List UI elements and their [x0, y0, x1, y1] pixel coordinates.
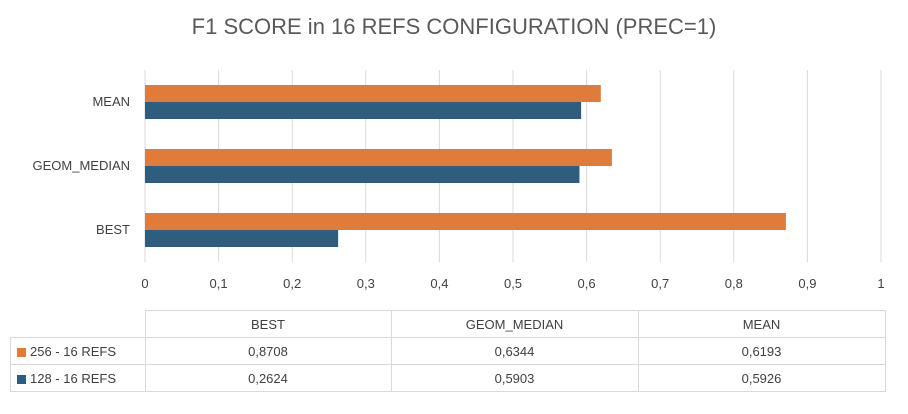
category-label: GEOM_MEDIAN [32, 158, 130, 173]
data-table-cell: 0,5926 [637, 364, 886, 392]
x-tick-label: 0,8 [724, 276, 743, 291]
x-tick-label: 0 [141, 276, 149, 291]
x-tick-label: 1 [877, 276, 885, 291]
data-table-header-row: BEST GEOM_MEDIAN MEAN [10, 310, 886, 338]
category-label: MEAN [92, 94, 130, 109]
data-table-cell: 0,8708 [144, 337, 392, 365]
x-tick-label: 0,1 [209, 276, 228, 291]
series-name: 256 - 16 REFS [30, 343, 116, 359]
data-table-col-header: GEOM_MEDIAN [390, 310, 639, 338]
bar [145, 213, 786, 230]
bar [145, 166, 580, 183]
data-table-corner [10, 310, 146, 338]
data-table-col-header: BEST [144, 310, 392, 338]
bar [145, 102, 582, 119]
legend-swatch-blue [17, 374, 26, 384]
bar [145, 149, 612, 166]
legend-swatch-orange [17, 347, 26, 357]
data-table-cell: 0,6344 [390, 337, 639, 365]
data-table: BEST GEOM_MEDIAN MEAN 256 - 16 REFS 0,87… [10, 310, 886, 392]
chart-title: F1 SCORE in 16 REFS CONFIGURATION (PREC=… [191, 14, 717, 39]
category-label: BEST [96, 222, 130, 237]
data-table-row: 128 - 16 REFS 0,2624 0,5903 0,5926 [10, 364, 886, 392]
data-table-row-key: 128 - 16 REFS [10, 364, 146, 392]
x-tick-label: 0,5 [503, 276, 523, 291]
series-name: 128 - 16 REFS [30, 370, 116, 386]
data-table-cell: 0,5903 [390, 364, 639, 392]
x-tick-label: 0,6 [577, 276, 596, 291]
data-table-col-header: MEAN [637, 310, 886, 338]
x-tick-label: 0,9 [798, 276, 817, 291]
x-tick-label: 0,4 [430, 276, 449, 291]
x-tick-label: 0,7 [651, 276, 670, 291]
plot-area [144, 70, 882, 262]
data-table-cell: 0,6193 [637, 337, 886, 365]
bar [145, 85, 601, 102]
data-table-cell: 0,2624 [144, 364, 392, 392]
data-table-row: 256 - 16 REFS 0,8708 0,6344 0,6193 [10, 337, 886, 365]
x-tick-label: 0,2 [283, 276, 302, 291]
x-tick-label: 0,3 [356, 276, 375, 291]
data-table-row-key: 256 - 16 REFS [10, 337, 146, 365]
bar [145, 230, 339, 247]
